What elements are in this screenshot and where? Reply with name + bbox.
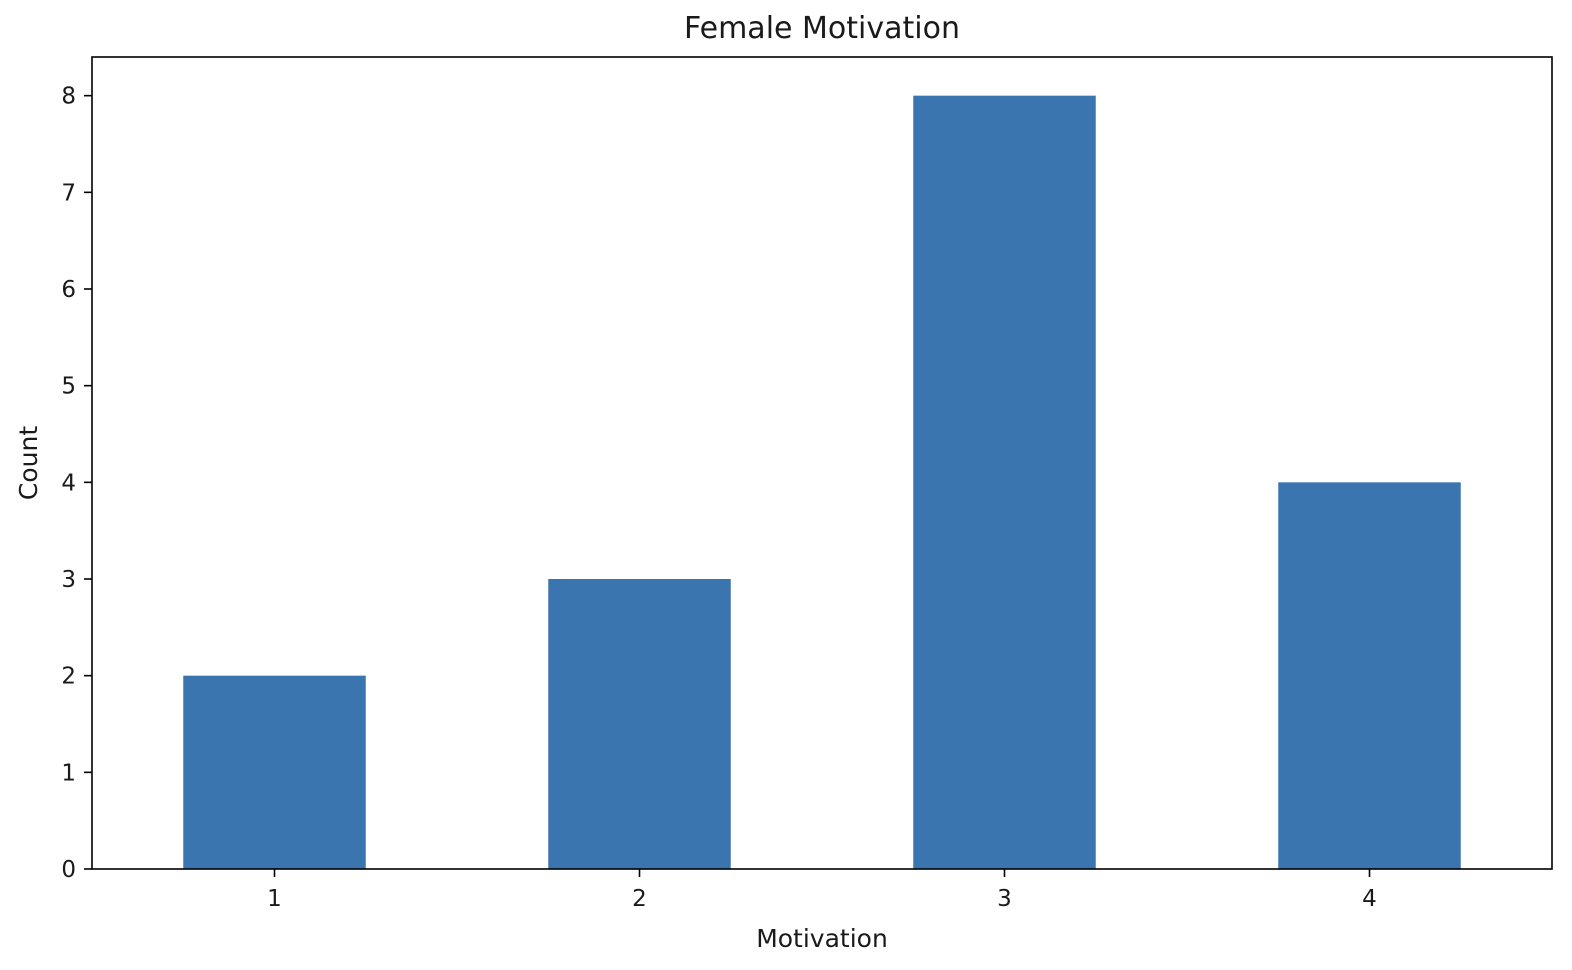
y-tick-label: 5 <box>61 374 76 400</box>
bar-1 <box>183 675 366 869</box>
y-tick-label: 3 <box>61 567 76 593</box>
bars-layer <box>183 95 1461 869</box>
x-tick-label: 2 <box>632 886 647 912</box>
y-tick-label: 1 <box>61 760 76 786</box>
plot-frame <box>91 56 1553 870</box>
x-tick-label: 1 <box>267 886 282 912</box>
y-axis: 0 1 2 3 4 5 6 7 8 <box>61 84 92 883</box>
y-tick-label: 2 <box>61 664 76 690</box>
bar-2 <box>548 579 731 869</box>
bar-4 <box>1278 482 1461 869</box>
y-tick-label: 6 <box>61 277 76 303</box>
bar-3 <box>913 95 1096 869</box>
y-tick-label: 7 <box>61 180 76 206</box>
chart-title: Female Motivation <box>684 11 960 46</box>
y-tick-label: 8 <box>61 84 76 110</box>
y-axis-label: Count <box>14 426 43 500</box>
x-tick-label: 3 <box>997 886 1012 912</box>
x-tick-label: 4 <box>1362 886 1377 912</box>
y-tick-label: 0 <box>61 857 76 883</box>
x-axis: 1 2 3 4 <box>267 869 1377 912</box>
y-tick-label: 4 <box>61 470 76 496</box>
x-axis-label: Motivation <box>756 924 888 953</box>
